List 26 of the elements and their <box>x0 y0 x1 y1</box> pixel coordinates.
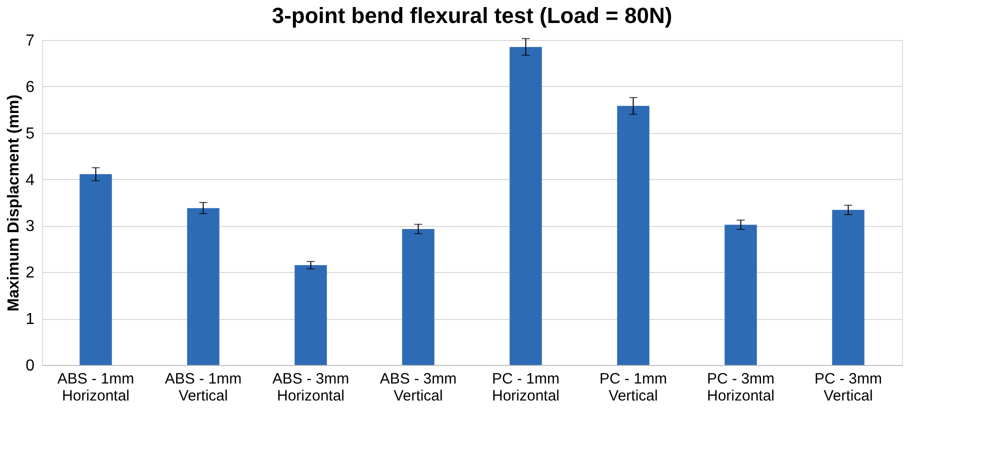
chart-title: 3-point bend flexural test (Load = 80N) <box>272 3 672 28</box>
x-tick-label: PC - 3mm Vertical <box>814 370 882 404</box>
bar <box>187 208 220 365</box>
bar <box>402 228 434 365</box>
x-tick-label: ABS - 3mm Vertical <box>380 370 457 404</box>
x-tick-label: PC - 3mm Horizontal <box>706 370 775 404</box>
x-tick-label: PC - 1mm Horizontal <box>492 370 560 404</box>
y-axis-title: Maximum Displacment (mm) <box>6 94 23 312</box>
y-tick-label: 0 <box>26 358 35 374</box>
y-tick-label: 4 <box>26 172 35 189</box>
y-tick-label: 1 <box>26 311 35 328</box>
bar <box>724 224 757 365</box>
y-tick-label: 5 <box>26 125 35 142</box>
y-tick-label: 2 <box>26 264 35 282</box>
y-tick-label: 3 <box>26 218 35 236</box>
bar <box>80 174 112 365</box>
bar <box>832 210 864 365</box>
bar <box>617 106 650 365</box>
x-tick-label: ABS - 1mm Horizontal <box>57 370 134 404</box>
x-tick-label: ABS - 3mm Horizontal <box>272 370 350 404</box>
y-tick-label: 7 <box>26 32 35 50</box>
bar <box>294 265 327 365</box>
y-tick-label: 6 <box>26 78 35 96</box>
bar <box>510 46 542 365</box>
x-tick-label: PC - 1mm Vertical <box>600 370 667 404</box>
x-tick-label: ABS - 1mm Vertical <box>164 370 242 404</box>
